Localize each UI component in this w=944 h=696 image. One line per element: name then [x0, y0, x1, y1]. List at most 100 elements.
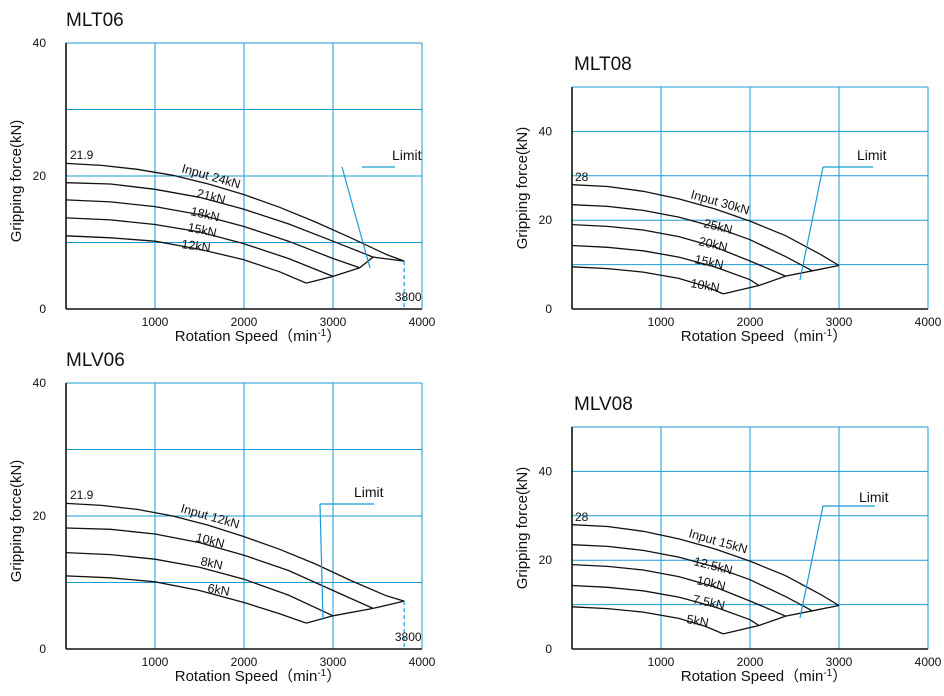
series-line: [571, 563, 786, 617]
x-axis-label-main: Rotation Speed（min: [175, 668, 318, 685]
y-tick-label: 0: [39, 642, 46, 656]
x-axis-label-end: ）: [832, 328, 847, 345]
x-tick-label: 1000: [648, 315, 675, 329]
max-value-label: 28: [575, 510, 589, 524]
limit-label: Limit: [857, 147, 887, 163]
series-line: [571, 244, 760, 287]
x-tick-label: 1000: [142, 315, 169, 329]
chart-title: MLT08: [574, 54, 632, 75]
y-tick-label: 20: [539, 553, 553, 567]
y-tick-label: 40: [33, 36, 47, 50]
chart-mlt06: MLT06 0 20 40 1000 2000 3000 4000 Rotation Speed…: [8, 10, 436, 345]
series-label: 8kN: [199, 554, 224, 572]
limit-envelope-line: [723, 604, 840, 635]
x-tick-label: 2000: [231, 655, 258, 669]
series-label: 10kN: [689, 276, 720, 295]
series-line: [571, 223, 786, 277]
chart-title: MLT06: [66, 10, 124, 31]
x-tick-label: 2000: [737, 315, 764, 329]
x-axis-label-sup: -1: [823, 668, 832, 679]
x-tick-label: 3000: [826, 315, 853, 329]
x-axis-label: Rotation Speed（min-1）: [175, 668, 342, 686]
x-axis-label: Rotation Speed（min-1）: [681, 668, 848, 686]
x-tick-label: 2000: [231, 315, 258, 329]
y-tick-label: 20: [33, 509, 47, 523]
x-tick-label: 1000: [142, 655, 169, 669]
series-label: 7.5kN: [691, 592, 726, 612]
y-axis-label: Gripping force(kN): [8, 460, 25, 583]
limit-label: Limit: [859, 489, 889, 505]
series-label: 12kN: [181, 237, 212, 255]
x-axis-label-main: Rotation Speed（min: [681, 668, 824, 685]
series-label: 15kN: [693, 252, 724, 272]
y-tick-label: 0: [545, 642, 552, 656]
series-line: [65, 217, 334, 278]
x-axis-label: Rotation Speed（min-1）: [681, 328, 848, 346]
x-tick-label: 3000: [320, 315, 347, 329]
series-label: 20kN: [697, 234, 729, 254]
y-tick-label: 0: [545, 302, 552, 316]
series-label: 10kN: [695, 573, 727, 593]
series-label: Input 30kN: [689, 187, 751, 217]
chart-mlt08: MLT08 0 20 40 1000 2000 3000 4000 Rotation Speed…: [514, 54, 942, 345]
y-tick-label: 40: [539, 124, 553, 138]
x-tick-label: 3000: [826, 655, 853, 669]
limit-callout-pointer: [319, 503, 324, 621]
series-label: Input 24kN: [180, 161, 242, 191]
x-tick-label: 4000: [409, 315, 436, 329]
x-axis-label-main: Rotation Speed（min: [681, 328, 824, 345]
chart-mlv08: MLV08 0 20 40 1000 2000 3000 4000 Rotation Speed…: [514, 394, 942, 685]
series-label: 5kN: [685, 612, 709, 630]
series-line: [571, 606, 724, 635]
x-tick-label: 2000: [737, 655, 764, 669]
series-line: [571, 204, 813, 272]
x-tick-label: 1000: [648, 655, 675, 669]
series-line: [571, 266, 724, 295]
series-line: [65, 575, 307, 624]
max-value-label: 21.9: [70, 488, 94, 502]
series-label: 18kN: [189, 204, 221, 224]
x-tick-label: 4000: [915, 655, 942, 669]
limit-callout-pointer: [799, 505, 824, 619]
x-tick-label: 3000: [320, 655, 347, 669]
y-tick-label: 40: [539, 464, 553, 478]
chart-title: MLV06: [66, 350, 125, 371]
y-axis-label: Gripping force(kN): [514, 467, 531, 590]
chart-mlv06: MLV06 0 20 40 1000 2000 3000 4000 Rotation Speed…: [8, 350, 436, 685]
series-line: [65, 527, 374, 609]
series-line: [571, 184, 840, 267]
series-label: 15kN: [186, 220, 217, 240]
y-tick-label: 20: [33, 169, 47, 183]
series-label: Input 12kN: [179, 501, 241, 531]
x-axis-label-end: ）: [326, 668, 341, 685]
y-tick-label: 40: [33, 376, 47, 390]
series-line: [571, 584, 760, 627]
series-line: [571, 544, 813, 612]
series-line: [65, 235, 307, 284]
series-line: [65, 182, 374, 258]
limit-envelope-line: [306, 256, 405, 284]
series-line: [65, 551, 334, 617]
limit-envelope-line: [306, 600, 405, 624]
x-axis-label-main: Rotation Speed（min: [175, 328, 318, 345]
y-axis-label: Gripping force(kN): [8, 120, 25, 243]
y-axis-label: Gripping force(kN): [514, 127, 531, 250]
series-label: 25kN: [702, 216, 734, 237]
chart-title: MLV08: [574, 394, 633, 415]
series-label: 10kN: [194, 530, 226, 551]
limit-callout-pointer: [341, 166, 371, 269]
x-end-label: 3800: [395, 290, 422, 304]
limit-label: Limit: [392, 147, 422, 163]
x-tick-label: 4000: [915, 315, 942, 329]
x-end-label: 3800: [395, 630, 422, 644]
x-tick-label: 4000: [409, 655, 436, 669]
x-axis-label: Rotation Speed（min-1）: [175, 328, 342, 346]
series-label: 21kN: [195, 186, 227, 207]
y-tick-label: 0: [39, 302, 46, 316]
x-axis-label-sup: -1: [823, 328, 832, 339]
x-axis-label-end: ）: [326, 328, 341, 345]
max-value-label: 21.9: [70, 148, 94, 162]
series-line: [65, 502, 405, 602]
